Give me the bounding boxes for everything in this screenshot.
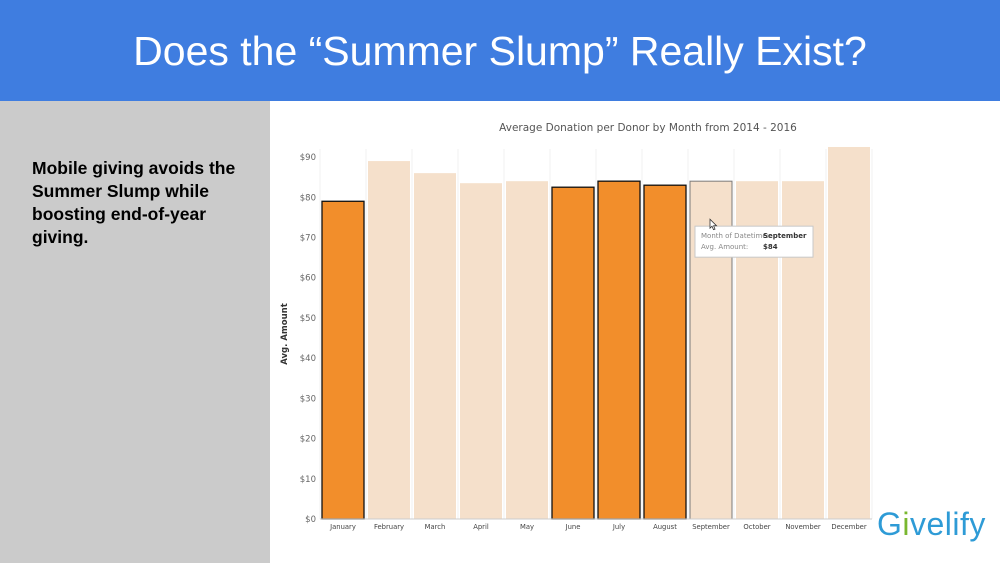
y-tick-label: $20 <box>300 435 316 445</box>
tooltip-label-month: Month of Datetime: <box>701 232 769 240</box>
tooltip-value-month: September <box>763 232 807 240</box>
x-tick-label: September <box>692 523 730 531</box>
side-panel: Mobile giving avoids the Summer Slump wh… <box>0 101 270 563</box>
tooltip-value-amount: $84 <box>763 243 778 251</box>
title-banner: Does the “Summer Slump” Really Exist? <box>0 0 1000 101</box>
summary-note: Mobile giving avoids the Summer Slump wh… <box>32 158 236 247</box>
x-tick-label: May <box>520 523 534 531</box>
x-tick-label: June <box>565 523 581 531</box>
tooltip-label-amount: Avg. Amount: <box>701 243 748 251</box>
chart-area: Average Donation per Donor by Month from… <box>270 101 1000 563</box>
pointer-hand-icon <box>709 218 718 231</box>
grid-lines <box>319 149 873 519</box>
y-tick-label: $40 <box>300 354 316 364</box>
logo-rest: velify <box>910 506 986 542</box>
bar-april[interactable] <box>460 183 502 519</box>
chart-title: Average Donation per Donor by Month from… <box>499 122 797 134</box>
bar-december[interactable] <box>828 146 870 519</box>
y-tick-label: $90 <box>300 153 316 163</box>
bar-july[interactable] <box>597 180 641 520</box>
givelify-logo: Givelify <box>877 506 986 542</box>
slide-title: Does the “Summer Slump” Really Exist? <box>133 28 867 74</box>
y-tick-label: $70 <box>300 233 316 243</box>
x-tick-label: August <box>653 523 677 531</box>
x-tick-label: April <box>473 523 489 531</box>
y-tick-label: $30 <box>300 394 316 404</box>
y-tick-label: $10 <box>300 475 316 485</box>
y-axis-ticks: $0 $10 $20 $30 $40 $50 $60 $70 $80 $90 <box>300 153 316 525</box>
bar-chart: Average Donation per Donor by Month from… <box>280 122 873 531</box>
bar-february[interactable] <box>368 161 410 519</box>
y-tick-label: $60 <box>300 274 316 284</box>
x-tick-label: December <box>831 523 866 531</box>
y-tick-label: $0 <box>305 515 316 525</box>
tooltip-box <box>694 225 814 258</box>
x-tick-label: March <box>425 523 446 531</box>
logo-letter-i: i <box>902 506 910 542</box>
bar-march[interactable] <box>414 173 456 519</box>
hover-tooltip: Month of Datetime: September Avg. Amount… <box>694 218 814 258</box>
x-tick-label: October <box>743 523 770 531</box>
bar-august[interactable] <box>643 184 687 520</box>
x-tick-label: July <box>612 523 625 531</box>
bar-june[interactable] <box>551 186 595 520</box>
x-tick-label: February <box>374 523 404 531</box>
y-tick-label: $50 <box>300 314 316 324</box>
x-axis-labels: January February March April May June July Augu… <box>329 523 867 531</box>
x-tick-label: January <box>329 523 356 531</box>
y-tick-label: $80 <box>300 193 316 203</box>
bar-may[interactable] <box>506 181 548 519</box>
logo-letter-g: G <box>877 506 903 542</box>
x-tick-label: November <box>785 523 821 531</box>
y-axis-label: Avg. Amount <box>280 303 290 365</box>
bar-january[interactable] <box>321 200 365 520</box>
